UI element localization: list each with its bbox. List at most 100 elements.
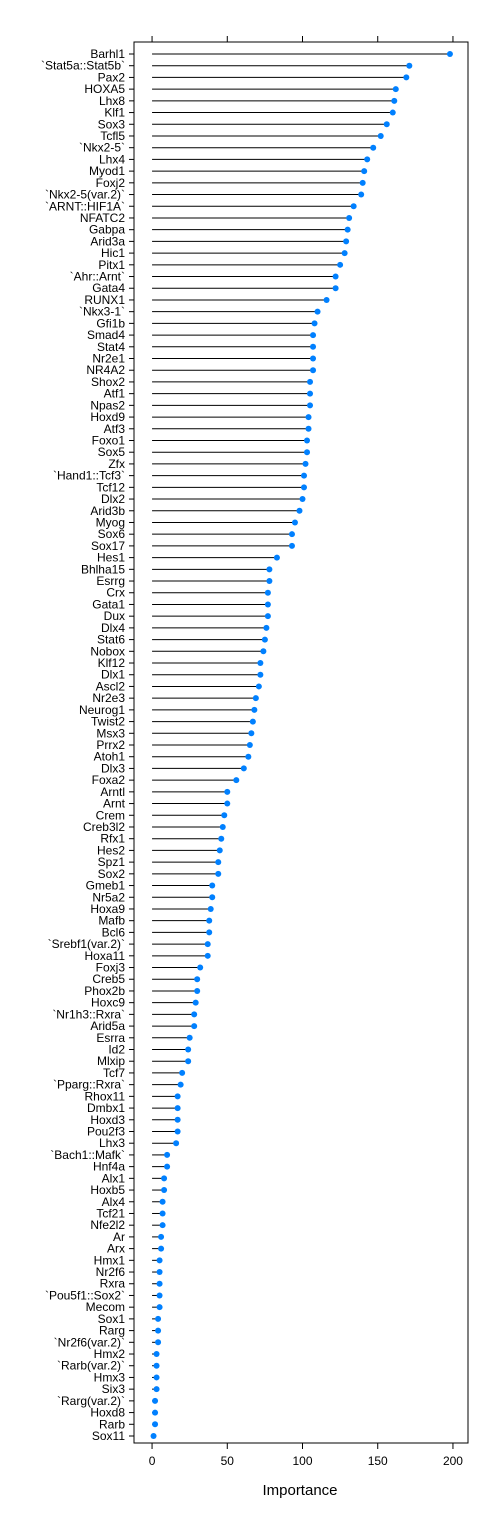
y-tick-label: Dlx3	[101, 761, 125, 775]
y-tick-label: Creb5	[92, 972, 125, 986]
y-tick-label: `Rarg(var.2)`	[57, 1394, 125, 1408]
y-tick-label: Zfx	[108, 457, 125, 471]
y-tick-label: Pou2f3	[87, 1124, 125, 1138]
y-tick-label: Stat4	[97, 340, 125, 354]
y-tick-label: Sox3	[98, 117, 126, 131]
y-tick-label: Npas2	[90, 398, 125, 412]
data-point	[156, 1257, 163, 1264]
y-tick-label: Gabpa	[89, 223, 125, 237]
y-tick-label: Arid3a	[90, 234, 125, 248]
data-point	[219, 823, 226, 830]
data-point	[150, 1433, 157, 1439]
data-point	[156, 1292, 163, 1299]
y-tick-label: Gmeb1	[86, 879, 126, 893]
y-tick-label: `Nr1h3::Rxra`	[52, 1007, 125, 1021]
y-tick-label: `Hand1::Tcf3`	[53, 469, 125, 483]
y-tick-label: Dlx4	[101, 621, 125, 635]
y-tick-label: Dux	[104, 609, 125, 623]
y-tick-label: Hes1	[97, 551, 125, 565]
data-point	[207, 905, 214, 912]
data-point	[209, 894, 216, 901]
data-point	[305, 425, 312, 432]
data-point	[343, 238, 350, 245]
y-tick-label: `Pparg::Rxra`	[53, 1078, 125, 1092]
data-point	[264, 601, 271, 608]
data-point	[185, 1046, 192, 1053]
y-tick-label: `Rarb(var.2)`	[57, 1359, 125, 1373]
data-point	[307, 378, 314, 385]
y-tick-label: Arntl	[100, 785, 125, 799]
y-tick-label: Lhx4	[99, 152, 125, 166]
y-tick-label: NFATC2	[80, 211, 125, 225]
data-point	[215, 859, 222, 866]
y-tick-label: Nr2e3	[92, 691, 125, 705]
x-tick-label: 50	[221, 1454, 235, 1468]
y-tick-label: Hoxd9	[90, 410, 125, 424]
y-tick-label: Hmx3	[94, 1370, 126, 1384]
data-point	[159, 1210, 166, 1217]
y-tick-label: Arnt	[103, 797, 126, 811]
data-point	[159, 1222, 166, 1229]
y-tick-label: `Nkx2-5(var.2)`	[45, 188, 125, 202]
data-point	[185, 1058, 192, 1065]
x-axis: 0 50 100 150 200	[149, 1443, 463, 1468]
y-tick-label: Shox2	[91, 375, 125, 389]
y-tick-label: Hoxd3	[90, 1113, 125, 1127]
data-point	[206, 929, 213, 936]
data-point	[273, 554, 280, 561]
data-point	[191, 1011, 198, 1018]
y-tick-label: `ARNT::HIF1A`	[45, 199, 125, 213]
data-point	[152, 1409, 159, 1416]
y-tick-label: Six3	[102, 1382, 126, 1396]
y-tick-label: Dmbx1	[87, 1101, 125, 1115]
data-point	[307, 390, 314, 397]
data-point	[249, 718, 256, 725]
data-point	[191, 1023, 198, 1030]
y-tick-label: Bhlha15	[81, 562, 125, 576]
y-tick-label: RUNX1	[84, 293, 125, 307]
y-tick-label: Mecom	[86, 1300, 125, 1314]
y-tick-label: HOXA5	[84, 82, 125, 96]
data-point	[302, 460, 309, 467]
y-tick-label: Twist2	[91, 715, 125, 729]
y-tick-label: Hes2	[97, 843, 125, 857]
data-point	[350, 203, 357, 210]
data-point	[296, 507, 303, 514]
data-point	[257, 671, 264, 678]
y-tick-label: Alx4	[102, 1195, 126, 1209]
data-point	[206, 917, 213, 924]
y-tick-label: Nr2e1	[92, 352, 125, 366]
y-tick-label: Foxj2	[96, 176, 126, 190]
y-tick-label: Tcf12	[96, 480, 125, 494]
data-point	[264, 613, 271, 620]
data-point	[215, 870, 222, 877]
data-point	[391, 97, 398, 104]
y-tick-label: Alx1	[102, 1171, 126, 1185]
y-tick-label: Gfi1b	[96, 316, 125, 330]
data-point	[233, 777, 240, 784]
data-point	[158, 1245, 165, 1252]
data-point	[288, 542, 295, 549]
y-tick-label: Hoxa9	[90, 902, 125, 916]
data-point	[152, 1397, 159, 1404]
data-point	[346, 214, 353, 221]
data-point	[245, 753, 252, 760]
y-tick-label: Lhx8	[99, 94, 125, 108]
y-tick-label: Atoh1	[94, 750, 126, 764]
data-point	[383, 121, 390, 128]
data-point	[361, 168, 368, 175]
data-point	[156, 1280, 163, 1287]
y-tick-label: Hoxd8	[90, 1406, 125, 1420]
y-tick-label: Bcl6	[102, 925, 126, 939]
data-point	[310, 343, 317, 350]
data-point	[155, 1327, 162, 1334]
y-tick-label: Hoxb5	[90, 1183, 125, 1197]
y-tick-label: Rarg	[99, 1324, 125, 1338]
y-tick-label: Sox5	[98, 445, 126, 459]
data-point	[264, 589, 271, 596]
data-point	[156, 1304, 163, 1311]
data-point	[310, 332, 317, 339]
y-tick-label: `Ahr::Arnt`	[70, 270, 125, 284]
x-tick-label: 200	[443, 1454, 463, 1468]
data-point	[266, 578, 273, 585]
